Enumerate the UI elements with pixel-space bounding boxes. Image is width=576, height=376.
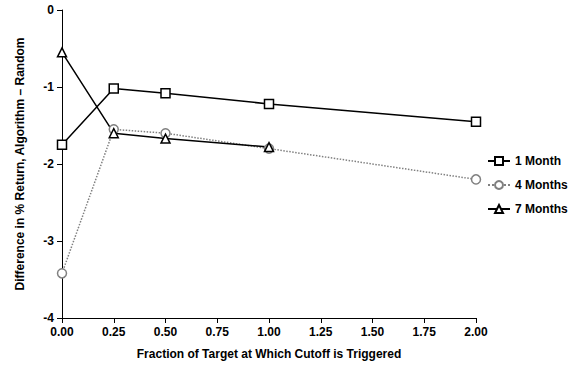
svg-text:1.00: 1.00 [257, 325, 281, 339]
svg-text:0.50: 0.50 [154, 325, 178, 339]
svg-text:7 Months: 7 Months [515, 202, 568, 216]
svg-text:1.50: 1.50 [361, 325, 385, 339]
svg-text:1.75: 1.75 [413, 325, 437, 339]
svg-text:2.00: 2.00 [464, 325, 488, 339]
svg-text:-4: -4 [43, 311, 54, 325]
svg-text:Difference in % Return, Algori: Difference in % Return, Algorithm – Rand… [13, 38, 27, 291]
svg-text:-3: -3 [43, 234, 54, 248]
svg-text:-2: -2 [43, 157, 54, 171]
svg-text:Fraction of Target at Which Cu: Fraction of Target at Which Cutoff is Tr… [137, 347, 401, 361]
svg-text:0.00: 0.00 [50, 325, 74, 339]
svg-text:-1: -1 [43, 80, 54, 94]
svg-text:0.25: 0.25 [102, 325, 126, 339]
svg-text:1 Month: 1 Month [515, 154, 561, 168]
svg-text:4 Months: 4 Months [515, 178, 568, 192]
svg-text:1.25: 1.25 [309, 325, 333, 339]
svg-text:0.75: 0.75 [206, 325, 230, 339]
svg-text:0: 0 [47, 3, 54, 17]
